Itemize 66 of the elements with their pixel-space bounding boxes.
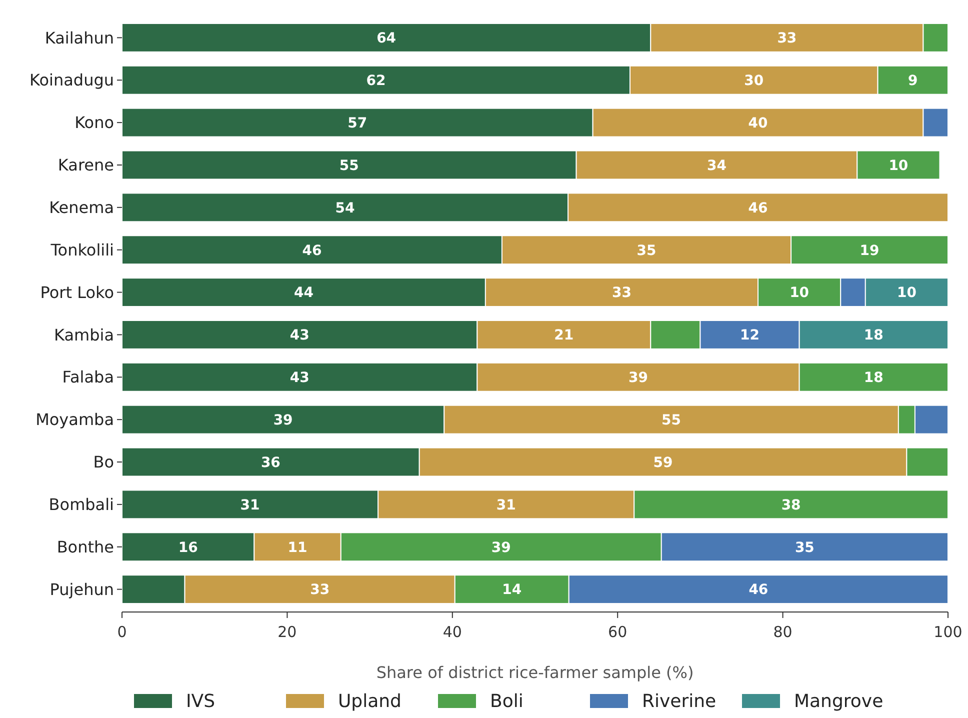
legend-label: Boli (490, 691, 524, 712)
data-label: 55 (339, 158, 359, 174)
y-tick-label: Falaba (62, 368, 114, 387)
y-tick-label: Bombali (48, 495, 114, 514)
data-label: 33 (612, 285, 632, 302)
data-label: 62 (366, 73, 386, 90)
data-label: 46 (748, 582, 768, 598)
data-label: 14 (502, 582, 522, 598)
x-tick-label: 80 (773, 623, 792, 641)
y-tick-label: Moyamba (36, 410, 114, 430)
data-label: 18 (864, 370, 884, 386)
data-label: 34 (706, 158, 727, 174)
y-tick-label: Kailahun (44, 28, 114, 48)
y-tick-label: Pujehun (50, 580, 114, 599)
data-label: 33 (777, 30, 797, 47)
x-tick-label: 60 (608, 623, 628, 641)
y-tick-label: Bonthe (56, 537, 114, 556)
data-label: 33 (310, 582, 330, 598)
legend-label: Mangrove (794, 691, 884, 712)
data-label: 57 (348, 115, 368, 132)
data-label: 54 (335, 200, 356, 216)
data-label: 31 (240, 497, 260, 514)
data-label: 10 (888, 158, 908, 174)
legend-label: Riverine (642, 691, 716, 712)
data-label: 10 (790, 285, 810, 302)
data-label: 31 (496, 497, 516, 514)
x-tick-label: 40 (442, 623, 462, 641)
y-tick-label: Bo (93, 452, 114, 472)
data-label: 64 (376, 30, 396, 47)
data-label: 39 (628, 370, 648, 386)
data-label: 16 (178, 540, 198, 556)
y-tick-label: Port Loko (40, 282, 114, 302)
data-label: 9 (908, 73, 918, 90)
x-tick-label: 0 (117, 623, 127, 641)
y-tick-label: Kono (74, 113, 114, 132)
x-tick-label: 20 (278, 623, 297, 641)
data-label: 40 (748, 115, 768, 132)
legend-label: IVS (186, 691, 216, 712)
data-label: 18 (864, 328, 884, 344)
y-tick-label: Kenema (49, 198, 114, 218)
data-label: 36 (260, 454, 280, 471)
data-label: 39 (491, 540, 511, 556)
legend-label: Upland (338, 691, 402, 712)
x-tick-label: 100 (934, 623, 962, 641)
data-label: 30 (744, 73, 764, 90)
data-label: 46 (748, 200, 768, 216)
data-label: 12 (740, 328, 760, 344)
data-label: 11 (288, 540, 308, 556)
data-label: 19 (860, 242, 880, 259)
data-label: 55 (662, 412, 682, 428)
y-tick-label: Kambia (54, 325, 114, 344)
data-label: 21 (554, 328, 574, 344)
x-axis-title: Share of district rice-farmer sample (%) (376, 663, 694, 682)
data-label: 44 (294, 285, 314, 302)
data-label: 59 (653, 454, 673, 471)
data-label: 35 (636, 242, 656, 259)
y-tick-label: Tonkolili (50, 240, 114, 260)
data-label: 39 (273, 412, 293, 428)
data-label: 43 (290, 370, 310, 386)
data-label: 35 (794, 540, 814, 556)
data-label: 38 (781, 497, 801, 514)
data-label: 46 (302, 242, 322, 259)
data-label: 43 (290, 328, 310, 344)
data-label: 10 (896, 285, 917, 302)
y-tick-label: Koinadugu (30, 70, 114, 90)
y-tick-label: Karene (58, 156, 114, 175)
